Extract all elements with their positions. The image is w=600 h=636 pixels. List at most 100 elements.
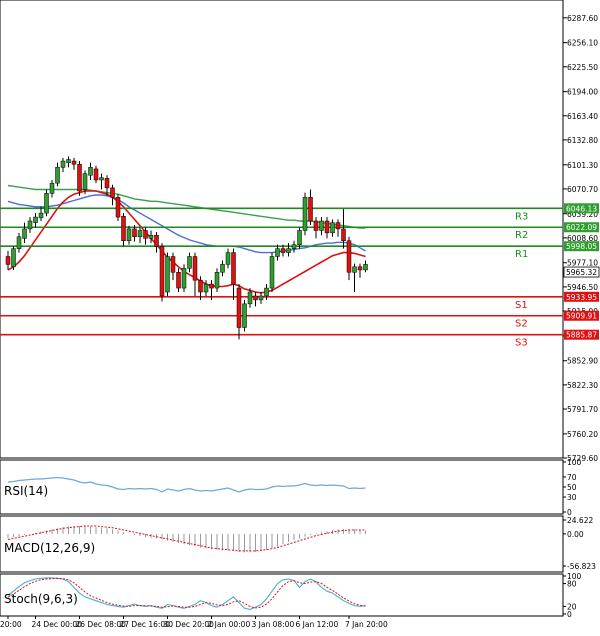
time-tick-label: 3 Jan 08:00	[252, 620, 295, 629]
candle-bear	[143, 230, 148, 239]
candle-bull	[137, 230, 143, 238]
rsi-tick-label: 30	[567, 493, 577, 502]
candle-bull	[22, 228, 27, 239]
macd-tick-label: 24.622	[567, 516, 593, 525]
level-name-r1: R1	[515, 249, 528, 260]
candle-bull	[88, 167, 93, 176]
level-name-s3: S3	[515, 338, 528, 349]
candle-bull	[264, 287, 269, 297]
rsi-panel-frame	[0, 459, 564, 515]
price-tick-label: 6132.80	[567, 136, 598, 145]
macd-tick-label: 0.00	[567, 530, 584, 539]
rsi-title: RSI(14)	[4, 484, 48, 498]
candle-bear	[77, 163, 82, 192]
candle-bear	[313, 220, 319, 231]
stoch-d-line	[7, 577, 366, 609]
stoch-tick-label: 80	[567, 580, 577, 589]
level-price-text-r3: 6046.13	[566, 204, 597, 213]
time-tick-label: 30 Dec 20:00	[164, 620, 215, 629]
price-panel-frame	[0, 0, 564, 459]
time-tick-label: 27 Dec 16:00	[120, 620, 171, 629]
rsi-tick-label: 70	[567, 473, 577, 482]
candle-bear	[104, 178, 110, 189]
candle-bear	[280, 248, 286, 253]
candle-bull	[126, 228, 132, 241]
candle-bear	[154, 234, 159, 247]
candle-bull	[302, 197, 308, 231]
price-tick-label: 6225.50	[567, 63, 598, 72]
macd-axis: 24.622 0.00 -56.823	[563, 516, 596, 571]
candle-bear	[346, 240, 352, 273]
price-panel: 6287.60 6256.10 6225.50 6194.00 6163.40 6132.…	[0, 0, 600, 463]
level-price-text-s1: 5933.95	[566, 293, 597, 302]
candle-bull	[49, 182, 55, 194]
level-price-tag-s2	[564, 310, 599, 321]
current-price-text: 5965.32	[566, 268, 597, 277]
level-price-text-s3: 5885.87	[566, 331, 597, 340]
price-tick-label: 6256.10	[567, 39, 598, 48]
rsi-tick-label: 50	[567, 483, 577, 492]
macd-tick-label: -56.823	[567, 562, 596, 571]
candle-bear	[357, 266, 363, 271]
candle-bear	[198, 279, 203, 293]
price-tick-label: 5977.10	[567, 259, 598, 268]
level-name-labels: R3 R2 R1 S1 S2 S3	[515, 211, 528, 348]
candle-bull	[55, 167, 60, 184]
candle-bear	[236, 287, 242, 328]
price-tick-label: 6287.60	[567, 14, 598, 23]
stoch-tick-label: 100	[567, 572, 582, 581]
candle-bear	[159, 246, 165, 297]
candle-bear	[5, 256, 11, 265]
price-tick-label: 6163.40	[567, 112, 598, 121]
candle-bear	[335, 222, 341, 230]
candle-bear	[121, 216, 126, 241]
time-tick-label: 20:00	[0, 620, 22, 629]
ma-fast-line	[7, 190, 366, 294]
macd-panel: 24.622 0.00 -56.823 MACD(12,26,9)	[0, 515, 596, 573]
candle-bull	[220, 264, 225, 273]
ma-mid-line	[7, 194, 366, 254]
time-tick-label: 6 Jan 12:00	[296, 620, 339, 629]
candle-bull	[203, 283, 209, 293]
level-price-text-r1: 5998.05	[566, 242, 597, 251]
level-name-r2: R2	[515, 230, 528, 241]
level-price-tag-r1	[564, 241, 599, 252]
candle-bull	[66, 159, 71, 163]
rsi-tick-label: 100	[567, 458, 582, 467]
candle-bear	[341, 228, 346, 241]
candle-bear	[93, 168, 99, 181]
candle-bear	[324, 220, 330, 234]
candle-bear	[170, 256, 176, 273]
candle-bull	[60, 160, 66, 168]
candle-bull	[11, 248, 16, 268]
level-price-tags: 6046.13 6022.09 5998.05 5933.95 5909.91 5885.…	[563, 203, 600, 340]
candle-bear	[192, 256, 198, 281]
candle-bull	[214, 272, 220, 289]
candle-bull	[225, 252, 231, 265]
macd-signal-line	[7, 525, 366, 552]
candle-bull	[181, 268, 187, 289]
candle-bull	[363, 264, 368, 271]
level-name-s1: S1	[515, 300, 528, 311]
stoch-title: Stoch(9,6,3)	[4, 592, 78, 606]
candle-bull	[269, 256, 275, 289]
candle-bear	[209, 283, 214, 289]
price-tick-label: 5852.90	[567, 357, 598, 366]
price-tick-label: 5729.60	[567, 454, 598, 463]
price-tick-label: 6101.30	[567, 161, 598, 170]
candle-bull	[148, 234, 154, 239]
time-tick-label: 7 Jan 20:00	[345, 620, 388, 629]
candle-bear	[176, 272, 181, 289]
candle-bear	[110, 187, 115, 198]
candle-bull	[16, 236, 22, 249]
candle-bull	[187, 256, 192, 269]
candle-bull	[286, 248, 291, 253]
candle-bull	[165, 256, 170, 293]
level-price-tag-r2	[564, 222, 599, 233]
